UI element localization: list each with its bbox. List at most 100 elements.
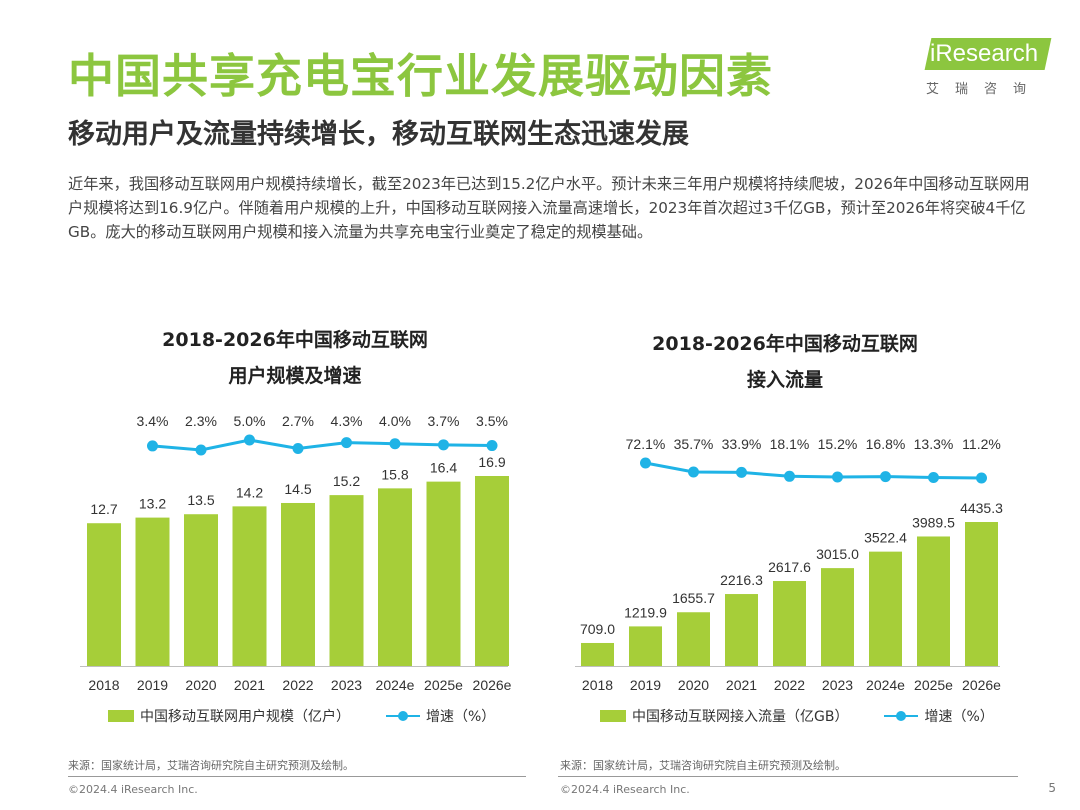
chart1-growth-point [341, 437, 352, 449]
chart1-bar-label: 12.7 [90, 501, 117, 517]
chart1-growth-point [195, 444, 207, 456]
chart2-growth-point [688, 466, 699, 478]
chart2-bar-label: 3989.5 [912, 514, 955, 530]
chart1-category-label: 2023 [331, 677, 362, 693]
chart1-bar-label: 16.4 [430, 460, 457, 476]
logo-text: iResearch [930, 40, 1039, 67]
chart2-legend-line-label: 增速（%） [924, 709, 994, 725]
chart2-bar [917, 536, 950, 666]
chart1-bar [87, 523, 121, 666]
chart1-growth-label: 2.3% [185, 413, 217, 429]
chart2-bar [869, 551, 902, 666]
chart2-bar-label: 2617.6 [768, 559, 811, 575]
chart2-category-label: 2022 [774, 677, 805, 693]
chart2-title: 2018-2026年中国移动互联网 接入流量 [560, 326, 1010, 398]
chart2-growth-label: 33.9% [722, 436, 762, 452]
chart2-growth-label: 13.3% [914, 436, 954, 452]
chart2-category-label: 2021 [726, 677, 757, 693]
chart2-category-label: 2026e [962, 677, 1001, 693]
chart2-bar [725, 594, 758, 666]
chart1-category-label: 2020 [185, 677, 216, 693]
chart2-growth-label: 18.1% [770, 436, 810, 452]
chart2-growth-point [976, 472, 987, 484]
chart1-title: 2018-2026年中国移动互联网 用户规模及增速 [70, 322, 520, 394]
chart2-growth-point [784, 470, 795, 482]
chart1-category-label: 2019 [137, 677, 168, 693]
chart1-category-label: 2021 [234, 677, 265, 693]
legend-line-swatch [386, 710, 420, 722]
legend-bar-swatch [600, 710, 626, 722]
chart2-bar [677, 612, 710, 666]
chart1-bar [281, 502, 315, 666]
chart1-category-label: 2018 [88, 677, 119, 693]
chart2-bar-label: 2216.3 [720, 572, 763, 588]
chart1-bar-label: 14.2 [236, 484, 263, 500]
page-title: 中国共享充电宝行业发展驱动因素 [68, 49, 773, 103]
chart2-legend-bar-label: 中国移动互联网接入流量（亿GB） [632, 709, 849, 725]
legend-line-swatch [884, 710, 919, 722]
chart1-category-label: 2024e [376, 677, 415, 693]
chart1-bar-label: 16.9 [478, 454, 505, 470]
chart2-bar-label: 3015.0 [816, 546, 859, 562]
chart2-growth-point [928, 471, 939, 483]
chart1-category-label: 2022 [282, 677, 313, 693]
chart1-bar [426, 481, 461, 666]
chart1-growth-label: 4.3% [331, 413, 363, 429]
chart2-bar-label: 1655.7 [672, 590, 715, 606]
chart2-growth-point [832, 471, 843, 483]
chart1-bar [135, 517, 170, 666]
chart1-category-label: 2026e [473, 677, 512, 693]
chart2-growth-label: 72.1% [626, 436, 666, 452]
chart2-growth-point [736, 466, 747, 478]
chart2-growth-label: 35.7% [674, 436, 714, 452]
chart2-category-label: 2025e [914, 677, 953, 693]
page-subtitle: 移动用户及流量持续增长，移动互联网生态迅速发展 [68, 119, 689, 150]
page-number: 5 [1048, 781, 1056, 795]
chart1-growth-label: 3.4% [137, 413, 169, 429]
footer-divider-left [68, 776, 526, 777]
chart1-bar [329, 495, 364, 666]
chart2-category-label: 2020 [678, 677, 709, 693]
chart1-growth-point [147, 440, 158, 452]
chart1-growth-point [486, 440, 498, 452]
chart2-growth-point [880, 471, 891, 483]
chart1-bar-label: 15.8 [381, 466, 408, 482]
chart1-bar-label: 14.5 [284, 481, 311, 497]
chart2-growth-label: 15.2% [818, 436, 858, 452]
chart1-bar [184, 514, 218, 666]
chart2-category-label: 2023 [822, 677, 853, 693]
legend-bar-swatch [108, 710, 134, 722]
chart1-bar [232, 506, 267, 666]
chart1-title-line2: 用户规模及增速 [228, 365, 362, 387]
chart2-bar [629, 626, 662, 666]
chart1-growth-point [438, 439, 449, 451]
iresearch-logo: iResearch 艾瑞咨询 [912, 36, 1052, 100]
chart1-bar-label: 15.2 [333, 473, 360, 489]
chart1-growth-point [244, 434, 255, 446]
chart2-category-label: 2024e [866, 677, 905, 693]
chart1-growth-label: 4.0% [379, 413, 411, 429]
chart2-growth-point [640, 457, 651, 469]
chart2-bar-label: 3522.4 [864, 530, 907, 546]
chart1-growth-point [389, 438, 401, 450]
chart2-title-line2: 接入流量 [746, 369, 823, 391]
chart1-legend: 中国移动互联网用户规模（亿户） 增速（%） [108, 706, 495, 726]
chart1-growth-line [152, 438, 493, 452]
chart1-growth-label: 5.0% [234, 413, 266, 429]
chart2-growth-label: 16.8% [866, 436, 906, 452]
chart2-bar [965, 522, 998, 666]
intro-paragraph: 近年来，我国移动互联网用户规模持续增长，截至2023年已达到15.2亿户水平。预… [68, 175, 1030, 241]
chart2-bar [773, 581, 806, 666]
chart2-bar-label: 4435.3 [960, 500, 1003, 516]
chart2-growth-line [645, 461, 982, 480]
chart2-category-label: 2018 [582, 677, 613, 693]
chart1-bar [475, 476, 509, 666]
chart1-bar-label: 13.5 [187, 492, 214, 508]
chart2-bar [821, 568, 854, 666]
chart2-category-label: 2019 [630, 677, 661, 693]
chart1-growth-label: 2.7% [282, 413, 314, 429]
chart2-bar-label: 709.0 [580, 621, 615, 637]
copyright-left: ©2024.4 iResearch Inc. [68, 783, 198, 796]
chart2-growth-label: 11.2% [962, 436, 1001, 452]
